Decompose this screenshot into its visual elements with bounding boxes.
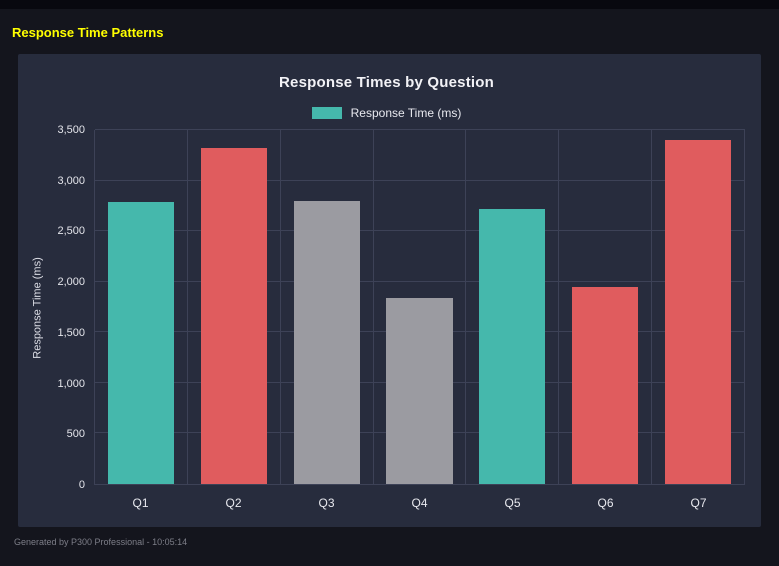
x-tick-label-q3: Q3 [318,496,335,510]
bar-q6[interactable] [572,286,639,484]
y-tick-label: 2,000 [57,276,85,289]
chart-body: Response Time (ms) 0 500 1,000 1,500 2,000 2,… [28,124,746,521]
y-tick-label: 2,500 [57,225,85,238]
category-slot-q7 [652,130,746,484]
x-tick-label-q5: Q5 [504,496,521,510]
bars-container [95,130,746,484]
chart-title: Response Times by Question [279,74,494,91]
gridline-horizontal [95,230,745,232]
legend-label: Response Time (ms) [350,106,462,120]
x-tick-label-q6: Q6 [597,496,614,510]
y-tick-label: 3,500 [57,124,85,136]
plot-area [94,129,746,485]
chart-legend[interactable]: Response Time (ms) [28,106,745,120]
y-axis-title: Response Time (ms) [28,130,48,485]
category-slot-q4 [374,130,467,484]
gridline-horizontal [95,280,745,282]
y-tick-label: 3,000 [57,174,85,187]
y-tick-label: 1,500 [57,326,85,339]
bar-q4[interactable] [386,297,453,484]
bar-q1[interactable] [107,201,174,484]
legend-swatch [311,107,342,119]
category-slot-q3 [281,130,374,484]
footer-text: Generated by P300 Professional - 10:05:1… [14,537,188,547]
bar-q5[interactable] [479,208,546,484]
page-title: Response Time Patterns [12,25,164,40]
y-axis-title-text: Response Time (ms) [32,256,45,359]
y-tick-label: 1,000 [57,377,85,390]
bar-q3[interactable] [293,200,360,484]
x-tick-label-q7: Q7 [690,496,707,510]
category-slot-q2 [188,130,281,484]
category-slot-q1 [95,130,188,484]
bar-q7[interactable] [665,140,732,484]
x-tick-label-q4: Q4 [411,496,428,510]
category-slot-q6 [559,130,653,484]
chart-panel: Response Times by Question Response Time… [18,54,761,527]
gridline-horizontal [95,179,745,181]
gridline-horizontal [95,129,745,130]
bar-q2[interactable] [200,148,267,484]
y-tick-label: 500 [66,428,85,441]
x-tick-label-q2: Q2 [225,496,242,510]
y-axis-tick-labels: 0 500 1,000 1,500 2,000 2,500 3,000 3,500 [48,124,94,491]
y-tick-label: 0 [78,479,85,491]
category-slot-q5 [466,130,560,484]
x-tick-label-q1: Q1 [132,496,149,510]
x-axis-tick-labels: Q1 Q2 Q3 Q4 Q5 Q6 Q7 [94,485,745,521]
top-bar [0,0,779,9]
